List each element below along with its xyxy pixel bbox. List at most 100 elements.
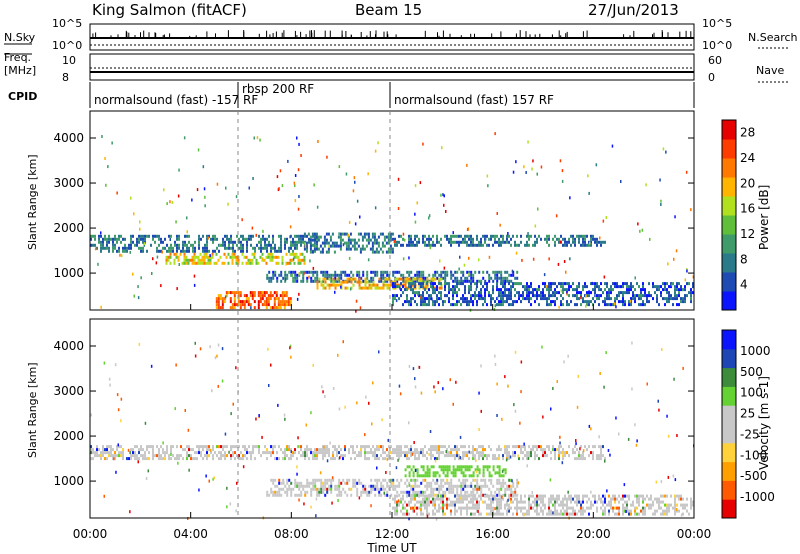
heatmap-cell <box>502 474 505 478</box>
heatmap-cell <box>316 478 319 482</box>
cpid-segment-2: rbsp 200 RF <box>242 82 314 96</box>
heatmap-cell <box>233 291 236 295</box>
heatmap-cell <box>568 303 570 307</box>
heatmap-cell <box>296 484 298 488</box>
heatmap-cell <box>338 165 341 169</box>
heatmap-cell <box>244 237 246 241</box>
heatmap-cell <box>582 509 584 513</box>
heatmap-cell <box>502 468 505 472</box>
heatmap-cell <box>622 494 624 498</box>
heatmap-cell <box>494 270 497 274</box>
heatmap-cell <box>530 282 532 286</box>
heatmap-cell <box>152 448 154 452</box>
heatmap-cell <box>436 445 438 449</box>
heatmap-cell <box>396 240 398 244</box>
heatmap-cell <box>200 237 202 241</box>
heatmap-cell <box>426 243 428 247</box>
heatmap-cell <box>492 465 495 469</box>
heatmap-cell <box>108 240 110 244</box>
heatmap-cell <box>156 234 158 238</box>
heatmap-cell <box>559 441 561 445</box>
heatmap-cell <box>534 500 536 504</box>
heatmap-cell <box>309 241 312 245</box>
heatmap-cell <box>622 294 624 298</box>
heatmap-cell <box>622 303 624 307</box>
heatmap-cell <box>410 234 412 238</box>
heatmap-cell <box>356 445 358 449</box>
heatmap-cell <box>574 509 576 513</box>
heatmap-cell <box>222 240 224 244</box>
heatmap-cell <box>496 481 499 485</box>
heatmap-cell <box>406 270 409 274</box>
heatmap-cell <box>381 232 384 236</box>
heatmap-cell <box>442 445 444 449</box>
heatmap-cell <box>268 279 271 283</box>
heatmap-cell <box>368 401 370 405</box>
heatmap-cell <box>242 246 244 250</box>
heatmap-cell <box>450 270 452 274</box>
heatmap-cell <box>630 288 632 292</box>
heatmap-cell <box>472 454 474 458</box>
heatmap-cell <box>380 493 383 497</box>
heatmap-cell <box>562 285 564 289</box>
heatmap-cell <box>282 276 285 280</box>
heatmap-cell <box>294 246 296 250</box>
heatmap-cell <box>348 451 350 455</box>
heatmap-cell <box>480 487 483 491</box>
freq-unit-label: [MHz] <box>4 64 36 77</box>
heatmap-cell <box>206 249 208 253</box>
heatmap-cell <box>280 237 282 241</box>
heatmap-cell <box>516 445 518 449</box>
heatmap-cell <box>472 279 475 283</box>
heatmap-cell <box>386 457 388 461</box>
heatmap-cell <box>682 366 684 370</box>
heatmap-cell <box>426 514 429 518</box>
heatmap-cell <box>296 246 298 250</box>
heatmap-cell <box>504 276 507 280</box>
heatmap-cell <box>346 280 349 284</box>
heatmap-cell <box>315 247 318 251</box>
heatmap-cell <box>338 490 341 494</box>
heatmap-cell <box>353 238 356 242</box>
heatmap-cell <box>627 437 630 441</box>
heatmap-cell <box>92 451 94 455</box>
heatmap-cell <box>576 497 578 501</box>
heatmap-cell <box>298 498 300 502</box>
heatmap-cell <box>606 294 608 298</box>
heatmap-cell <box>309 244 312 248</box>
heatmap-cell <box>272 490 275 494</box>
heatmap-cell <box>516 282 518 286</box>
colorbar-swatch <box>722 253 736 273</box>
heatmap-cell <box>336 277 339 281</box>
heatmap-cell <box>344 405 346 409</box>
heatmap-cell <box>257 261 260 265</box>
colorbar-swatch <box>722 139 736 159</box>
heatmap-cell <box>302 279 305 283</box>
heatmap-cell <box>158 454 160 458</box>
heatmap-cell <box>556 291 558 295</box>
heatmap-cell <box>282 457 284 461</box>
heatmap-cell <box>168 234 170 238</box>
heatmap-cell <box>680 300 682 304</box>
colorbar-tick-label: 12 <box>740 227 755 241</box>
heatmap-cell <box>506 276 509 280</box>
heatmap-cell <box>556 297 558 301</box>
heatmap-cell <box>612 506 614 510</box>
heatmap-cell <box>454 445 456 449</box>
heatmap-cell <box>398 457 400 461</box>
heatmap-cell <box>618 509 620 513</box>
heatmap-cell <box>376 484 379 488</box>
heatmap-cell <box>536 494 538 498</box>
heatmap-cell <box>466 279 469 283</box>
heatmap-cell <box>536 240 538 244</box>
heatmap-cell <box>267 347 269 351</box>
velocity-plot-frame <box>89 318 695 519</box>
heatmap-cell <box>476 487 479 491</box>
heatmap-cell <box>642 506 644 510</box>
heatmap-cell <box>96 246 98 250</box>
heatmap-cell <box>260 454 262 458</box>
heatmap-cell <box>203 187 206 191</box>
heatmap-cell <box>500 291 502 295</box>
heatmap-cell <box>464 288 466 292</box>
heatmap-cell <box>564 497 566 501</box>
